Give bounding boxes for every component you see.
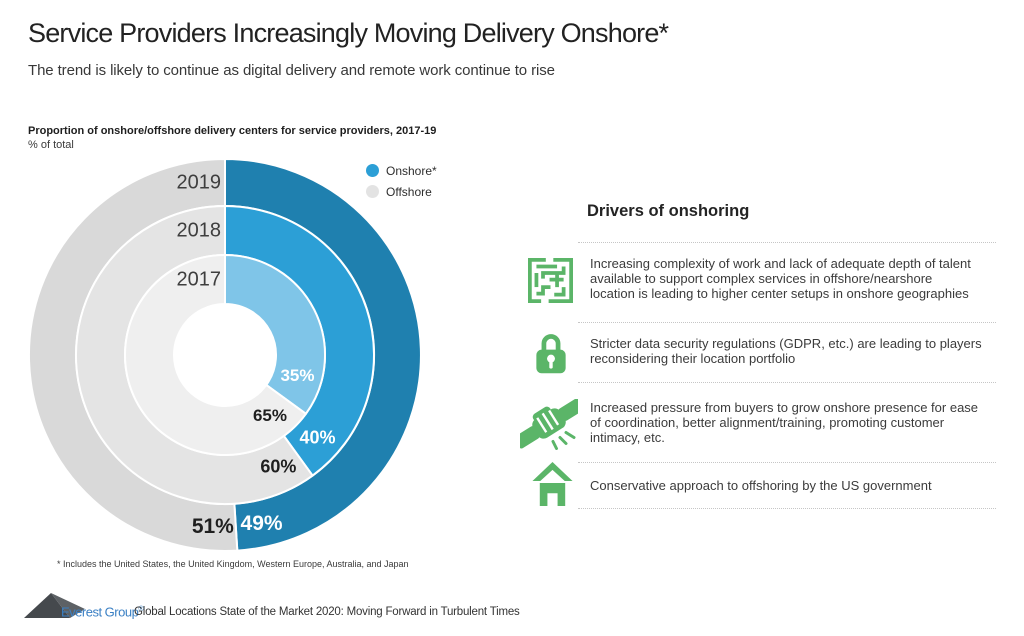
dotted-divider	[578, 242, 996, 243]
chart-legend: Onshore* Offshore	[366, 160, 437, 202]
lock-icon	[536, 334, 566, 374]
driver-item-text: Increased pressure from buyers to grow o…	[590, 400, 979, 445]
legend-label-onshore: Onshore*	[386, 163, 437, 178]
dotted-divider	[578, 462, 996, 463]
driver-item-text: Increasing complexity of work and lack o…	[590, 256, 971, 301]
chart-title: Proportion of onshore/offshore delivery …	[28, 125, 437, 137]
dotted-divider	[578, 382, 996, 383]
house-icon	[532, 462, 573, 506]
driver-item-text: Stricter data security regulations (GDPR…	[590, 336, 982, 366]
legend-item-onshore: Onshore*	[366, 160, 437, 181]
donut-chart	[28, 158, 422, 552]
legend-label-offshore: Offshore	[386, 184, 432, 199]
maze-icon	[528, 258, 573, 303]
page-title: Service Providers Increasingly Moving De…	[28, 18, 669, 48]
donut-segment-offshore-2017	[124, 254, 307, 456]
chart-unit-label: % of total	[28, 139, 74, 151]
legend-swatch-offshore-icon	[366, 185, 379, 198]
dotted-divider	[578, 508, 996, 509]
driver-item-text: Conservative approach to offshoring by t…	[590, 478, 932, 493]
page-subtitle: The trend is likely to continue as digit…	[28, 62, 555, 79]
everest-group-logo: Everest Group®	[61, 604, 144, 620]
registered-mark: ®	[138, 604, 144, 613]
logo-wordmark: Everest Group	[61, 604, 139, 620]
everest-mountain-icon	[24, 593, 85, 618]
chart-footnote: * Includes the United States, the United…	[57, 559, 409, 569]
footer-source-text: Global Locations State of the Market 202…	[134, 606, 520, 618]
donut-segment-onshore-2017	[224, 254, 326, 415]
legend-item-offshore: Offshore	[366, 181, 437, 202]
handshake-icon	[520, 399, 578, 450]
dotted-divider	[578, 322, 996, 323]
legend-swatch-onshore-icon	[366, 164, 379, 177]
drivers-heading: Drivers of onshoring	[587, 202, 750, 220]
